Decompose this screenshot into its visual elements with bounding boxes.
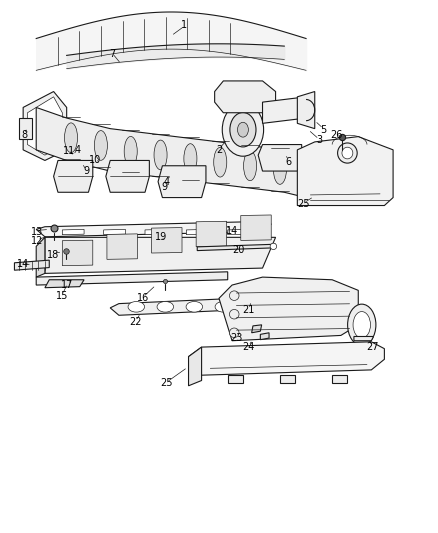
Ellipse shape: [157, 302, 173, 312]
Text: 15: 15: [56, 290, 68, 301]
Ellipse shape: [186, 302, 203, 312]
Ellipse shape: [214, 147, 227, 177]
Polygon shape: [252, 325, 261, 333]
Polygon shape: [228, 375, 243, 383]
Ellipse shape: [273, 155, 286, 184]
Text: 25: 25: [160, 378, 173, 388]
Text: 25: 25: [297, 199, 310, 209]
Polygon shape: [45, 280, 84, 288]
Text: 9: 9: [162, 182, 168, 192]
Text: 14: 14: [226, 226, 238, 236]
Polygon shape: [53, 160, 93, 192]
Ellipse shape: [184, 144, 197, 173]
Polygon shape: [354, 336, 374, 341]
Ellipse shape: [338, 143, 357, 163]
Text: 19: 19: [155, 232, 168, 242]
Text: 17: 17: [61, 280, 74, 290]
Text: 20: 20: [233, 245, 245, 255]
Polygon shape: [23, 92, 67, 160]
Polygon shape: [104, 229, 125, 235]
Polygon shape: [62, 240, 93, 265]
Polygon shape: [106, 160, 149, 192]
Ellipse shape: [342, 147, 353, 159]
Polygon shape: [158, 166, 206, 198]
Polygon shape: [258, 144, 302, 171]
Polygon shape: [145, 229, 167, 235]
Polygon shape: [186, 229, 208, 235]
Ellipse shape: [348, 304, 376, 345]
Ellipse shape: [64, 123, 78, 152]
Text: 2: 2: [216, 145, 222, 155]
Text: 11: 11: [63, 146, 75, 156]
Text: 21: 21: [242, 305, 255, 315]
Polygon shape: [19, 118, 32, 139]
Polygon shape: [36, 221, 271, 237]
Text: 13: 13: [31, 227, 43, 237]
Polygon shape: [332, 375, 347, 383]
Polygon shape: [262, 97, 306, 123]
Ellipse shape: [244, 151, 257, 181]
Text: 27: 27: [366, 342, 378, 352]
Polygon shape: [62, 229, 84, 235]
Ellipse shape: [124, 136, 137, 166]
Text: 14: 14: [17, 259, 29, 269]
Ellipse shape: [230, 328, 239, 337]
Polygon shape: [197, 244, 276, 251]
Polygon shape: [107, 234, 138, 260]
Polygon shape: [297, 136, 393, 206]
Text: 22: 22: [129, 317, 141, 327]
Ellipse shape: [230, 310, 239, 319]
Polygon shape: [36, 272, 228, 285]
Polygon shape: [14, 260, 49, 270]
Polygon shape: [45, 237, 276, 273]
Ellipse shape: [128, 302, 145, 312]
Polygon shape: [228, 229, 250, 235]
Polygon shape: [36, 237, 45, 277]
Text: 18: 18: [46, 250, 59, 260]
Ellipse shape: [353, 312, 371, 338]
Text: 6: 6: [286, 157, 292, 166]
Text: 8: 8: [21, 130, 27, 140]
Text: 26: 26: [330, 130, 343, 140]
Text: 1: 1: [181, 20, 187, 30]
Ellipse shape: [270, 243, 277, 249]
Polygon shape: [188, 342, 385, 375]
Text: 12: 12: [31, 236, 43, 246]
Polygon shape: [36, 108, 306, 198]
Text: 16: 16: [137, 293, 149, 303]
Polygon shape: [110, 298, 245, 316]
Text: 4: 4: [74, 145, 81, 155]
Polygon shape: [297, 92, 315, 128]
Text: 3: 3: [316, 135, 322, 146]
Ellipse shape: [230, 112, 256, 147]
Ellipse shape: [154, 140, 167, 170]
Text: 5: 5: [320, 125, 327, 135]
Ellipse shape: [94, 131, 107, 160]
Ellipse shape: [237, 122, 248, 137]
Polygon shape: [188, 347, 201, 386]
Text: 7: 7: [109, 50, 116, 59]
Text: 24: 24: [242, 342, 255, 352]
Polygon shape: [219, 277, 358, 341]
Ellipse shape: [230, 291, 239, 301]
Polygon shape: [28, 97, 62, 155]
Polygon shape: [260, 333, 269, 340]
Polygon shape: [280, 375, 295, 383]
Polygon shape: [241, 215, 271, 240]
Ellipse shape: [222, 103, 264, 156]
Polygon shape: [215, 81, 276, 113]
Text: 4: 4: [164, 176, 170, 187]
Text: 9: 9: [83, 166, 89, 176]
Text: 10: 10: [89, 156, 101, 165]
Ellipse shape: [215, 302, 232, 312]
Polygon shape: [196, 221, 226, 247]
Text: 23: 23: [230, 333, 243, 343]
Polygon shape: [152, 228, 182, 253]
